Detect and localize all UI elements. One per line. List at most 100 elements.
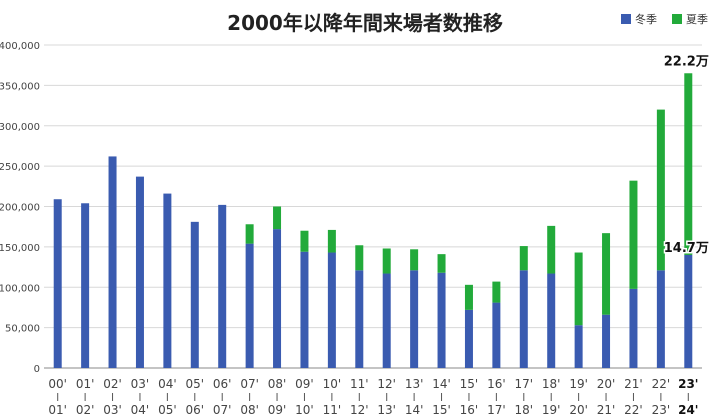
- x-tick-label-top: 09': [295, 377, 314, 391]
- bar-winter: [574, 325, 583, 368]
- x-tick-label-bottom: 08': [240, 403, 259, 417]
- y-tick-label: 100,000: [0, 283, 40, 294]
- bar-summer: [547, 225, 556, 274]
- x-tick-label-bottom: 15': [432, 403, 451, 417]
- grid-lines: [44, 44, 702, 369]
- x-tick-label-top: 11': [350, 377, 369, 391]
- x-tick-label-top: 00': [48, 377, 67, 391]
- x-tick-label-bottom: 23': [652, 403, 671, 417]
- bar-winter: [410, 270, 419, 368]
- bar-winter: [547, 273, 556, 368]
- legend: 冬季 夏季: [621, 12, 708, 26]
- x-tick-label-bottom: 17': [487, 403, 506, 417]
- bar-summer: [245, 224, 254, 244]
- x-tick-label-bottom: 07': [213, 403, 232, 417]
- bar-summer: [273, 206, 282, 230]
- bar-winter: [382, 273, 391, 368]
- x-tick-label-top: 03': [131, 377, 150, 391]
- x-tick-label-top: 19': [569, 377, 588, 391]
- bar-summer: [492, 281, 501, 303]
- bar-summer: [684, 73, 693, 255]
- legend-label-winter: 冬季: [635, 12, 657, 26]
- bar-winter: [218, 204, 227, 368]
- x-tick-label-bottom: 21': [597, 403, 616, 417]
- bar-winter: [492, 302, 501, 368]
- bar-winter: [135, 176, 144, 368]
- bar-winter: [108, 156, 117, 368]
- x-tick-label-bottom: 02': [76, 403, 95, 417]
- legend-label-summer: 夏季: [686, 13, 708, 26]
- y-tick-label: 50,000: [5, 324, 40, 335]
- x-tick-label-top: 02': [103, 377, 122, 391]
- y-axis-ticks: 0 50,000 100,000 150,000 200,000 250,000 300,0…: [0, 41, 40, 375]
- x-tick-label-bottom: 10': [295, 403, 314, 417]
- x-tick-label-bottom: 22': [624, 403, 643, 417]
- y-tick-label: 400,000: [0, 41, 40, 52]
- bar-summer: [656, 109, 665, 271]
- x-tick-label-bottom: 19': [542, 403, 561, 417]
- x-tick-label-bottom: 12': [350, 403, 369, 417]
- bar-winter: [273, 229, 282, 368]
- x-tick-label-bottom: 04': [131, 403, 150, 417]
- annotations: 22.2万 14.7万: [662, 53, 710, 258]
- bar-winter: [684, 254, 693, 368]
- x-tick-label-bottom: 24': [678, 403, 698, 417]
- x-tick-label-bottom: 14': [405, 403, 424, 417]
- x-tick-label-top: 08': [268, 377, 287, 391]
- x-tick-label-bottom: 06': [186, 403, 205, 417]
- legend-swatch-winter: [621, 14, 631, 24]
- bar-summer: [629, 180, 638, 289]
- x-axis-ticks: 00' 01' 01' 02' 02' 03' 03' 04' 04' 05' 05' 06' 06' 0…: [48, 377, 698, 417]
- x-tick-label-top: 13': [405, 377, 424, 391]
- y-tick-label: 150,000: [0, 243, 40, 254]
- x-tick-label-top: 16': [487, 377, 506, 391]
- bar-summer: [300, 230, 309, 252]
- x-tick-label-bottom: 13': [377, 403, 396, 417]
- x-tick-label-top: 04': [158, 377, 177, 391]
- bar-summer: [382, 248, 391, 274]
- bar-summer: [464, 284, 473, 310]
- x-tick-label-top: 10': [323, 377, 342, 391]
- bar-winter: [190, 221, 199, 368]
- chart-title: 2000年以降年間来場者数推移: [227, 11, 503, 35]
- x-tick-label-top: 14': [432, 377, 451, 391]
- bar-summer: [410, 249, 419, 271]
- annotation-label: 14.7万: [664, 241, 709, 256]
- bar-winter: [53, 199, 62, 368]
- x-tick-label-top: 15': [460, 377, 479, 391]
- bar-winter: [245, 243, 254, 368]
- x-tick-label-bottom: 16': [460, 403, 479, 417]
- y-tick-label: 200,000: [0, 203, 40, 214]
- bar-summer: [602, 233, 611, 315]
- x-tick-label-bottom: 03': [103, 403, 122, 417]
- x-tick-label-top: 07': [240, 377, 259, 391]
- bar-winter: [327, 252, 336, 368]
- x-tick-label-bottom: 05': [158, 403, 177, 417]
- bar-winter: [602, 314, 611, 368]
- legend-swatch-summer: [672, 14, 682, 24]
- bar-winter: [163, 193, 172, 368]
- bar-summer: [574, 252, 583, 326]
- bar-winter: [519, 270, 528, 368]
- bar-summer: [355, 245, 364, 271]
- bar-winter: [437, 272, 446, 368]
- bar-winter: [629, 288, 638, 368]
- bar-summer: [437, 254, 446, 273]
- annotation-label: 22.2万: [664, 54, 709, 69]
- bar-winter: [464, 309, 473, 368]
- x-tick-label-bottom: 09': [268, 403, 287, 417]
- x-tick-label-top: 06': [213, 377, 232, 391]
- x-tick-label-bottom: 20': [569, 403, 588, 417]
- bar-winter: [656, 270, 665, 368]
- x-tick-label-top: 18': [542, 377, 561, 391]
- bar-winter: [300, 251, 309, 368]
- x-tick-label-top: 23': [678, 377, 698, 391]
- bar-summer: [327, 229, 336, 253]
- y-tick-label: 350,000: [0, 81, 40, 92]
- bars: [53, 73, 693, 368]
- x-tick-label-bottom: 18': [515, 403, 534, 417]
- x-tick-label-top: 22': [652, 377, 671, 391]
- bar-summer: [519, 246, 528, 271]
- y-tick-label: 300,000: [0, 122, 40, 133]
